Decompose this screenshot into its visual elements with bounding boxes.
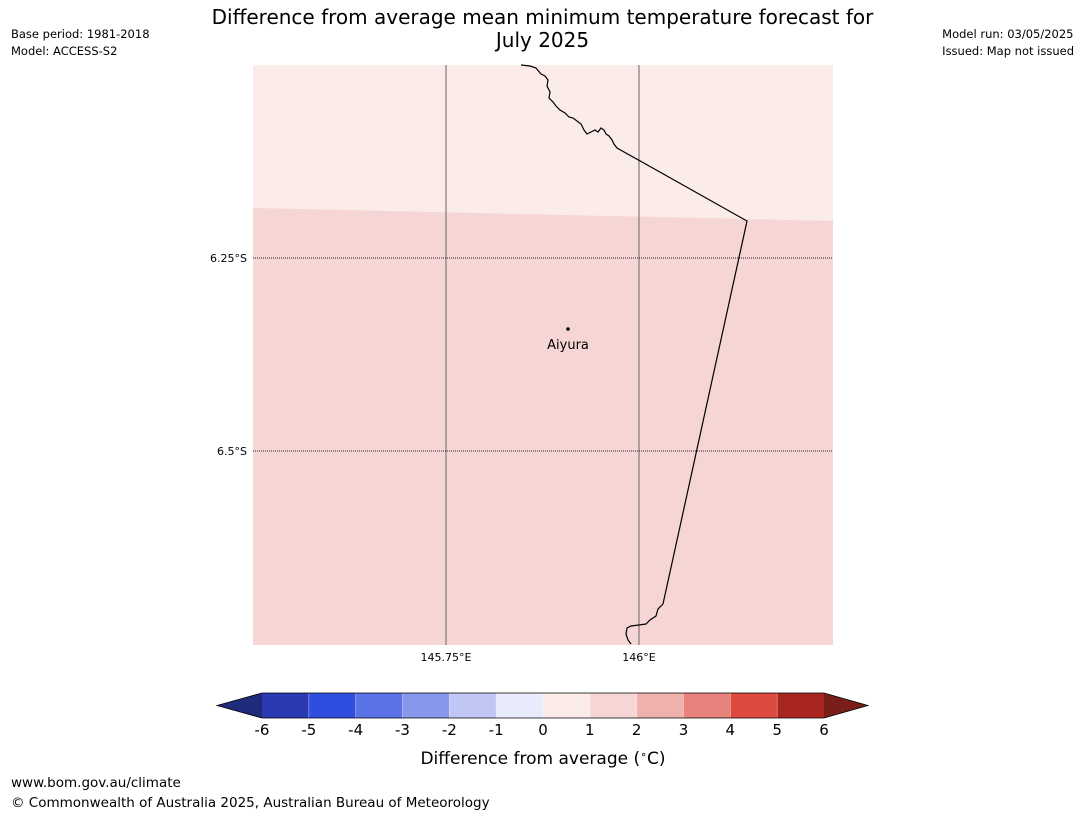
map-panel: Aiyura 6.25°S 6.5°S 145.75°E 146°E [210, 64, 833, 664]
footer-url: www.bom.gov.au/climate [11, 775, 181, 791]
colorbar-tick-label: 6 [819, 721, 829, 739]
colorbar-tick-label: -3 [395, 721, 410, 739]
lon-label-145-75: 145.75°E [421, 651, 472, 664]
lat-label-6-5: 6.5°S [217, 445, 247, 458]
colorbar-tick-label: -4 [348, 721, 363, 739]
colorbar-tick-label: -6 [255, 721, 270, 739]
colorbar-tick-label: 2 [632, 721, 642, 739]
lon-label-146: 146°E [622, 651, 655, 664]
map-title: Difference from average mean minimum tem… [0, 6, 1085, 52]
aiyura-label: Aiyura [547, 338, 589, 353]
issued-text: Issued: Map not issued [942, 44, 1074, 58]
colorbar-bin [308, 693, 357, 718]
anomaly-band-1-2 [253, 208, 833, 645]
lat-label-6-25: 6.25°S [210, 252, 247, 265]
model-run-text: Model run: 03/05/2025 [942, 27, 1074, 41]
colorbar-bin [589, 693, 638, 718]
map-title-line1: Difference from average mean minimum tem… [211, 5, 874, 29]
colorbar [215, 692, 870, 719]
colorbar-bin [730, 693, 778, 718]
colorbar-bin [496, 693, 544, 718]
aiyura-marker [566, 327, 570, 331]
colorbar-bin [449, 693, 497, 718]
meta-right: Model run: 03/05/2025 Issued: Map not is… [942, 26, 1074, 60]
colorbar-bin [355, 693, 403, 718]
colorbar-tick-label: 5 [772, 721, 782, 739]
colorbar-over-arrow [824, 693, 868, 718]
colorbar-title: Difference from average (∘C) [420, 748, 665, 769]
colorbar-bin [402, 693, 450, 718]
base-period-text: Base period: 1981-2018 [11, 27, 150, 41]
colorbar-under-arrow [217, 693, 262, 718]
map-title-line2: July 2025 [495, 28, 590, 52]
colorbar-outline [215, 692, 870, 719]
colorbar-tick-label: 4 [726, 721, 736, 739]
colorbar-tick-label: 0 [538, 721, 548, 739]
footer-copyright: © Commonwealth of Australia 2025, Austra… [11, 795, 490, 811]
colorbar-bin [683, 693, 731, 718]
colorbar-tick-label: -2 [442, 721, 457, 739]
colorbar-tick-label: -5 [301, 721, 316, 739]
colorbar-bin [636, 693, 684, 718]
model-text: Model: ACCESS-S2 [11, 44, 118, 58]
colorbar-ticks: -6 -5 -4 -3 -2 -1 0 1 2 3 4 5 6 [255, 721, 829, 739]
border-line [520, 64, 748, 645]
meta-left: Base period: 1981-2018 Model: ACCESS-S2 [11, 26, 150, 60]
colorbar-bin [543, 693, 591, 718]
colorbar-bin [262, 693, 310, 718]
colorbar-tick-label: -1 [489, 721, 504, 739]
colorbar-tick-label: 1 [585, 721, 595, 739]
colorbar-tick-label: 3 [679, 721, 689, 739]
colorbar-bin [777, 693, 825, 718]
